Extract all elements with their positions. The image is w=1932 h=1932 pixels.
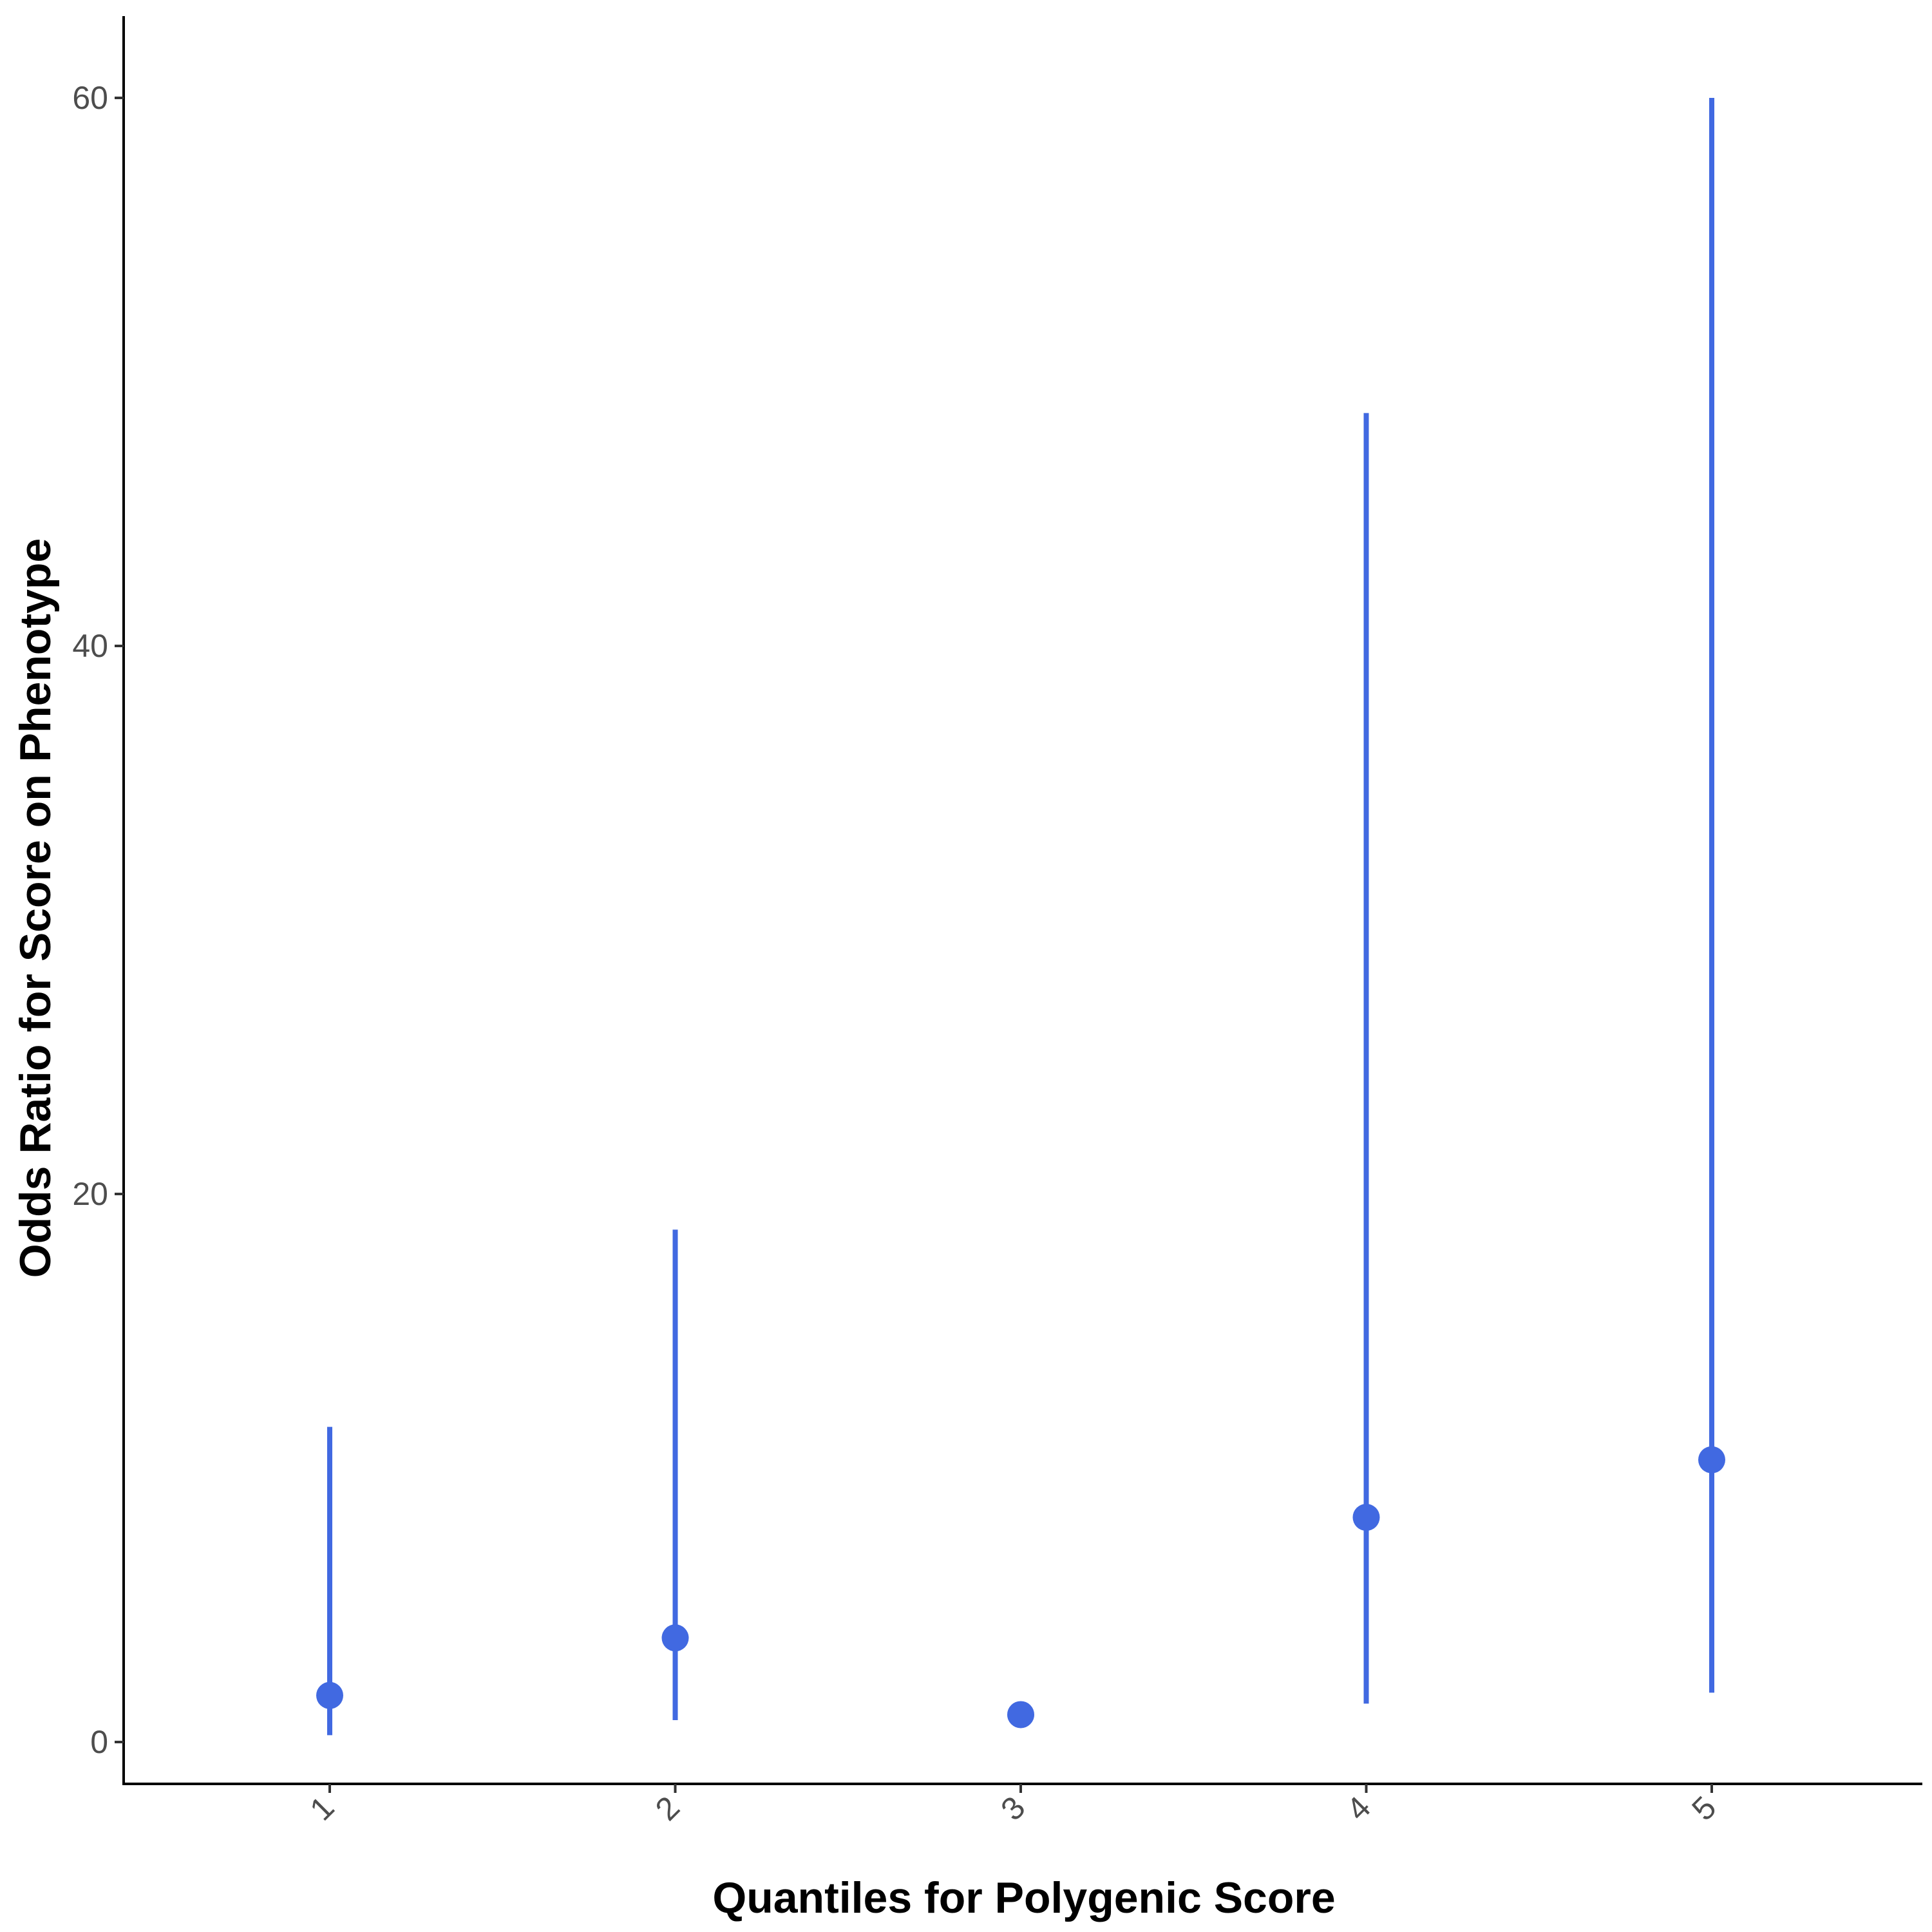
- x-tick-label: 2: [649, 1789, 687, 1827]
- y-axis-title: Odds Ratio for Score on Phenotype: [11, 538, 60, 1278]
- x-ticks: 1 2 3 4 5: [303, 1784, 1723, 1828]
- x-axis-title: Quantiles for Polygenic Score: [712, 1873, 1335, 1922]
- y-tick-label: 60: [72, 80, 108, 116]
- y-tick-label: 20: [72, 1176, 108, 1212]
- x-tick-label: 5: [1685, 1789, 1723, 1827]
- y-ticks: 0 20 40 60: [72, 80, 124, 1760]
- data-point: [1698, 1446, 1725, 1473]
- error-bars: [327, 98, 1714, 1736]
- y-tick-label: 40: [72, 628, 108, 664]
- axes: [122, 16, 1922, 1785]
- data-point: [661, 1624, 689, 1652]
- y-tick-label: 0: [90, 1724, 108, 1760]
- data-point: [1352, 1504, 1380, 1531]
- data-point: [316, 1681, 343, 1709]
- data-point: [1007, 1701, 1034, 1728]
- data-points: [316, 1446, 1725, 1728]
- x-tick-label: 4: [1340, 1789, 1378, 1827]
- x-tick-label: 3: [994, 1789, 1032, 1827]
- x-tick-label: 1: [303, 1789, 341, 1827]
